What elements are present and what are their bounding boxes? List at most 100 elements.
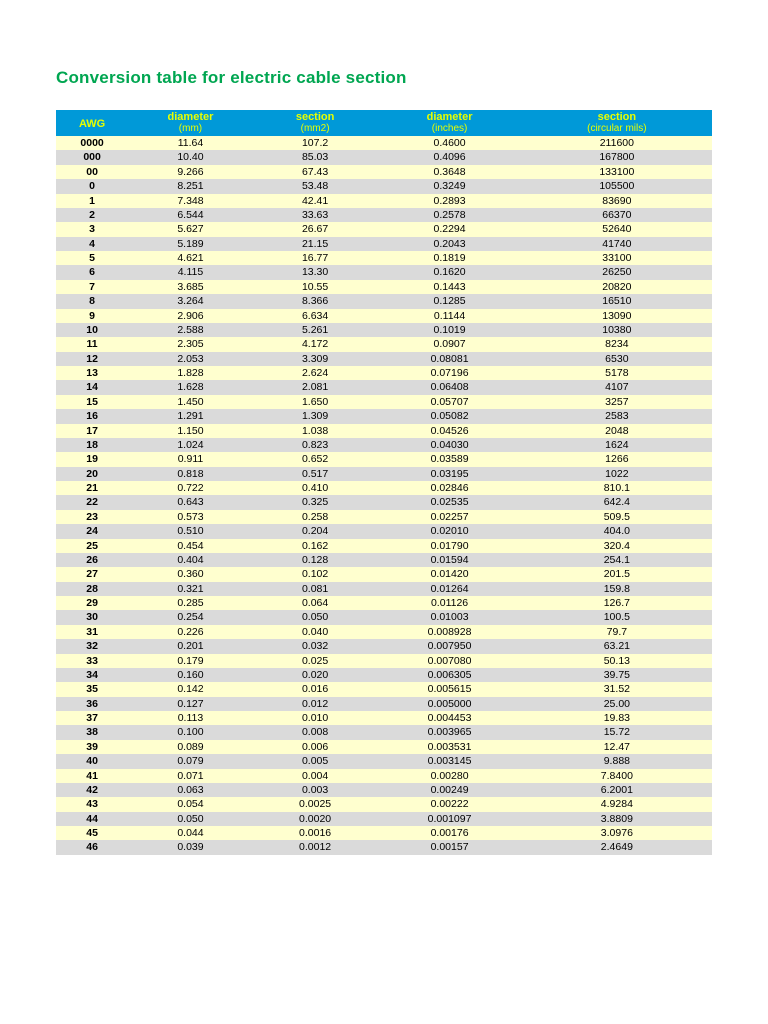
awg-cell: 000 (56, 150, 128, 164)
data-cell: 1.628 (128, 380, 253, 394)
data-cell: 33.63 (253, 208, 378, 222)
data-cell: 0.360 (128, 567, 253, 581)
data-cell: 0.04030 (377, 438, 521, 452)
data-cell: 0.128 (253, 553, 378, 567)
data-cell: 7.348 (128, 194, 253, 208)
awg-cell: 39 (56, 740, 128, 754)
data-cell: 0.00157 (377, 840, 521, 854)
data-cell: 0.006305 (377, 668, 521, 682)
data-cell: 67.43 (253, 165, 378, 179)
data-cell: 0.1819 (377, 251, 521, 265)
data-cell: 3.685 (128, 280, 253, 294)
awg-cell: 24 (56, 524, 128, 538)
table-row: 380.1000.0080.00396515.72 (56, 725, 712, 739)
data-cell: 0.003531 (377, 740, 521, 754)
data-cell: 2.4649 (522, 840, 712, 854)
data-cell: 1624 (522, 438, 712, 452)
data-cell: 0.510 (128, 524, 253, 538)
table-row: 26.54433.630.257866370 (56, 208, 712, 222)
awg-cell: 15 (56, 395, 128, 409)
document-page: Conversion table for electric cable sect… (0, 0, 768, 1024)
data-cell: 0.008928 (377, 625, 521, 639)
data-cell: 0.079 (128, 754, 253, 768)
data-cell: 0.005000 (377, 697, 521, 711)
data-cell: 21.15 (253, 237, 378, 251)
data-cell: 0.03589 (377, 452, 521, 466)
awg-cell: 46 (56, 840, 128, 854)
table-row: 390.0890.0060.00353112.47 (56, 740, 712, 754)
data-cell: 0.001097 (377, 812, 521, 826)
table-row: 300.2540.0500.01003100.5 (56, 610, 712, 624)
column-header: section (522, 110, 712, 123)
data-cell: 201.5 (522, 567, 712, 581)
data-cell: 0.044 (128, 826, 253, 840)
table-row: 92.9066.6340.114413090 (56, 309, 712, 323)
data-cell: 810.1 (522, 481, 712, 495)
data-cell: 0.652 (253, 452, 378, 466)
table-row: 250.4540.1620.01790320.4 (56, 539, 712, 553)
data-cell: 12.47 (522, 740, 712, 754)
data-cell: 159.8 (522, 582, 712, 596)
data-cell: 0.102 (253, 567, 378, 581)
data-cell: 3257 (522, 395, 712, 409)
table-row: 240.5100.2040.02010404.0 (56, 524, 712, 538)
data-cell: 0.050 (128, 812, 253, 826)
data-cell: 1266 (522, 452, 712, 466)
data-cell: 50.13 (522, 654, 712, 668)
data-cell: 0.0012 (253, 840, 378, 854)
table-row: 440.0500.00200.0010973.8809 (56, 812, 712, 826)
data-cell: 0.3648 (377, 165, 521, 179)
awg-cell: 1 (56, 194, 128, 208)
data-cell: 0.204 (253, 524, 378, 538)
data-cell: 2.906 (128, 309, 253, 323)
data-cell: 0.064 (253, 596, 378, 610)
awg-cell: 38 (56, 725, 128, 739)
data-cell: 0.0025 (253, 797, 378, 811)
table-row: 35.62726.670.229452640 (56, 222, 712, 236)
awg-cell: 33 (56, 654, 128, 668)
data-cell: 16.77 (253, 251, 378, 265)
table-row: 200.8180.5170.031951022 (56, 467, 712, 481)
data-cell: 404.0 (522, 524, 712, 538)
awg-cell: 4 (56, 237, 128, 251)
awg-cell: 14 (56, 380, 128, 394)
data-cell: 8234 (522, 337, 712, 351)
data-cell: 167800 (522, 150, 712, 164)
column-unit: (circular mils) (522, 123, 712, 136)
data-cell: 1022 (522, 467, 712, 481)
data-cell: 0.02010 (377, 524, 521, 538)
column-header: AWG (56, 110, 128, 136)
data-cell: 320.4 (522, 539, 712, 553)
data-cell: 0.003965 (377, 725, 521, 739)
data-cell: 9.888 (522, 754, 712, 768)
data-cell: 100.5 (522, 610, 712, 624)
data-cell: 0.3249 (377, 179, 521, 193)
data-cell: 16510 (522, 294, 712, 308)
table-row: 181.0240.8230.040301624 (56, 438, 712, 452)
data-cell: 0.285 (128, 596, 253, 610)
data-cell: 0.02535 (377, 495, 521, 509)
data-cell: 25.00 (522, 697, 712, 711)
data-cell: 1.309 (253, 409, 378, 423)
data-cell: 31.52 (522, 682, 712, 696)
awg-cell: 3 (56, 222, 128, 236)
data-cell: 39.75 (522, 668, 712, 682)
data-cell: 2.588 (128, 323, 253, 337)
awg-cell: 7 (56, 280, 128, 294)
awg-cell: 13 (56, 366, 128, 380)
data-cell: 10.40 (128, 150, 253, 164)
data-cell: 1.650 (253, 395, 378, 409)
table-row: 230.5730.2580.02257509.5 (56, 510, 712, 524)
data-cell: 0.01264 (377, 582, 521, 596)
awg-cell: 44 (56, 812, 128, 826)
data-cell: 26.67 (253, 222, 378, 236)
data-cell: 5.627 (128, 222, 253, 236)
data-cell: 0.113 (128, 711, 253, 725)
data-cell: 0.258 (253, 510, 378, 524)
data-cell: 0.008 (253, 725, 378, 739)
data-cell: 3.8809 (522, 812, 712, 826)
awg-cell: 2 (56, 208, 128, 222)
data-cell: 2.081 (253, 380, 378, 394)
data-cell: 20820 (522, 280, 712, 294)
awg-cell: 11 (56, 337, 128, 351)
